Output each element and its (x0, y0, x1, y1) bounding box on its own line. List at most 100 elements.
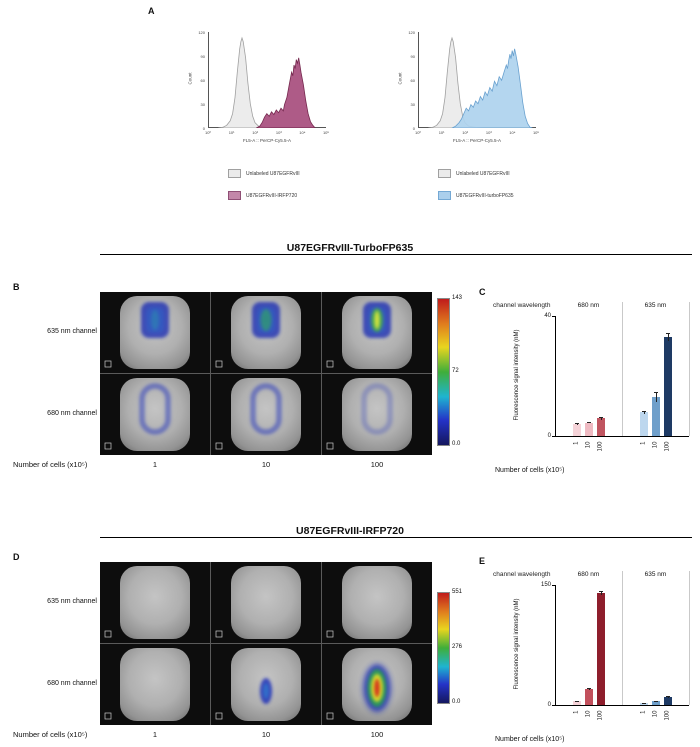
section-divider-d (100, 537, 692, 538)
colorbar-label: 551 (452, 589, 463, 595)
flow-series (256, 57, 316, 128)
signal-overlay (139, 383, 171, 435)
legend-label: Unlabeled U87EGFRvIII (456, 170, 510, 177)
colorbar-label: 0.0 (452, 699, 461, 705)
chart-error-cap (653, 392, 658, 394)
chart-group-separator (689, 302, 690, 436)
flow-xlabel: FL5-A :: PerCP-Cy5.5-A (452, 138, 501, 143)
scale-marker (104, 442, 112, 450)
flow-series (451, 48, 533, 128)
signal-overlay (250, 383, 282, 435)
panel-e-label: E (479, 556, 486, 566)
flow-xtick-label: 10³ (275, 130, 282, 135)
mouse-image (322, 374, 432, 455)
signal-overlay (374, 679, 380, 697)
flow-xtick-label: 10⁵ (532, 130, 540, 135)
chart-bar (651, 701, 660, 705)
chart-bar (651, 397, 660, 436)
cells-note: Number of cells (x10⁵) (13, 460, 88, 469)
mouse-image-svg (100, 562, 210, 643)
chart-ytick-label: 40 (544, 312, 551, 319)
chart-ylabel: Fluorescence signal intensity (nM) (514, 598, 520, 690)
chart-x-axis (555, 436, 689, 437)
channel-row-label: 680 nm channel (47, 410, 97, 417)
cell-count-label: 1 (152, 460, 158, 469)
cell-count-label: 100 (370, 460, 384, 469)
flow-histogram-irfp720: Count 120 90 60 30 0 10⁰ 10¹ 10² 10³ 10⁴ 10⁵ FL5-A :… (182, 26, 342, 154)
colorbar (437, 592, 450, 704)
mouse-image-svg (322, 374, 432, 455)
mouse-image (100, 562, 210, 643)
chart-error-cap (641, 702, 646, 704)
chart-group-separator (689, 571, 690, 705)
scale-marker (326, 360, 334, 368)
mouse-image (100, 374, 210, 455)
mouse-body (231, 566, 301, 639)
mouse-image-svg (322, 644, 432, 725)
chart-ytick-label: 0 (547, 701, 551, 708)
chart-group-separator (622, 302, 623, 436)
chart-error-cap (586, 421, 591, 423)
chart-error-stem (588, 687, 590, 691)
chart-bar (584, 422, 593, 436)
colorbar (437, 298, 450, 446)
scale-marker (215, 360, 223, 368)
panel-a-label: A (148, 6, 155, 16)
cell-count-label: 10 (261, 460, 271, 469)
chart-bar-category: 10 (652, 441, 658, 449)
flow-xtick-label: 10² (462, 130, 469, 135)
chart-bar-category: 1 (640, 710, 646, 714)
flow-curves (428, 36, 533, 128)
mouse-image (211, 374, 321, 455)
chart-bar-category: 1 (640, 441, 646, 445)
mouse-image-svg (100, 644, 210, 725)
flow-series (218, 36, 273, 128)
mouse-image-svg (322, 292, 432, 373)
mouse-image-svg (211, 292, 321, 373)
channel-row-label: 680 nm channel (47, 680, 97, 687)
mouse-image (100, 644, 210, 725)
colorbar-label: 276 (452, 644, 463, 650)
mouse-body (231, 378, 301, 451)
legend-item: U87EGFRvIII-IRFP720 (228, 191, 378, 202)
flow-plot-area (208, 32, 326, 128)
chart-bar-category: 10 (585, 710, 591, 718)
flow-plot-area (418, 32, 536, 128)
chart-bar (596, 593, 605, 705)
panel-d-label: D (13, 552, 20, 562)
chart-bar (663, 697, 672, 705)
chart-group-label: 635 nm (644, 302, 667, 309)
scale-marker (104, 360, 112, 368)
scale-marker (215, 442, 223, 450)
chart-error-stem (600, 416, 602, 420)
mouse-image (322, 562, 432, 643)
chart-bar-category: 10 (585, 441, 591, 449)
chart-y-axis (555, 316, 556, 436)
flow-xtick-label: 10¹ (228, 130, 235, 135)
cell-count-label: 1 (152, 730, 158, 739)
chart-bar (572, 701, 581, 705)
chart-error-cap (641, 410, 646, 412)
flow-ytick-label: 120 (408, 29, 415, 35)
chart-bar-category: 1 (573, 441, 579, 445)
flow-ytick-label: 30 (200, 101, 205, 107)
chart-bar-category: 100 (664, 710, 670, 721)
legend-swatch (438, 191, 451, 200)
mouse-image (211, 644, 321, 725)
flow-ytick-label: 120 (198, 29, 205, 35)
scale-marker (215, 630, 223, 638)
panel-c-label: C (479, 287, 486, 297)
legend-swatch (438, 169, 451, 178)
legend-turbofp635: Unlabeled U87EGFRvIII U87EGFRvIII-turboFP… (438, 169, 588, 209)
scale-marker (215, 712, 223, 720)
chart-bar (639, 703, 648, 705)
flow-xtick-label: 10⁰ (204, 130, 212, 135)
mouse-body (120, 378, 190, 451)
mouse-body (120, 648, 190, 721)
flow-ytick-label: 60 (410, 77, 415, 83)
mouse-body (120, 566, 190, 639)
chart-bar (584, 689, 593, 705)
colorbar-label: 143 (452, 295, 463, 301)
signal-overlay (361, 383, 393, 435)
